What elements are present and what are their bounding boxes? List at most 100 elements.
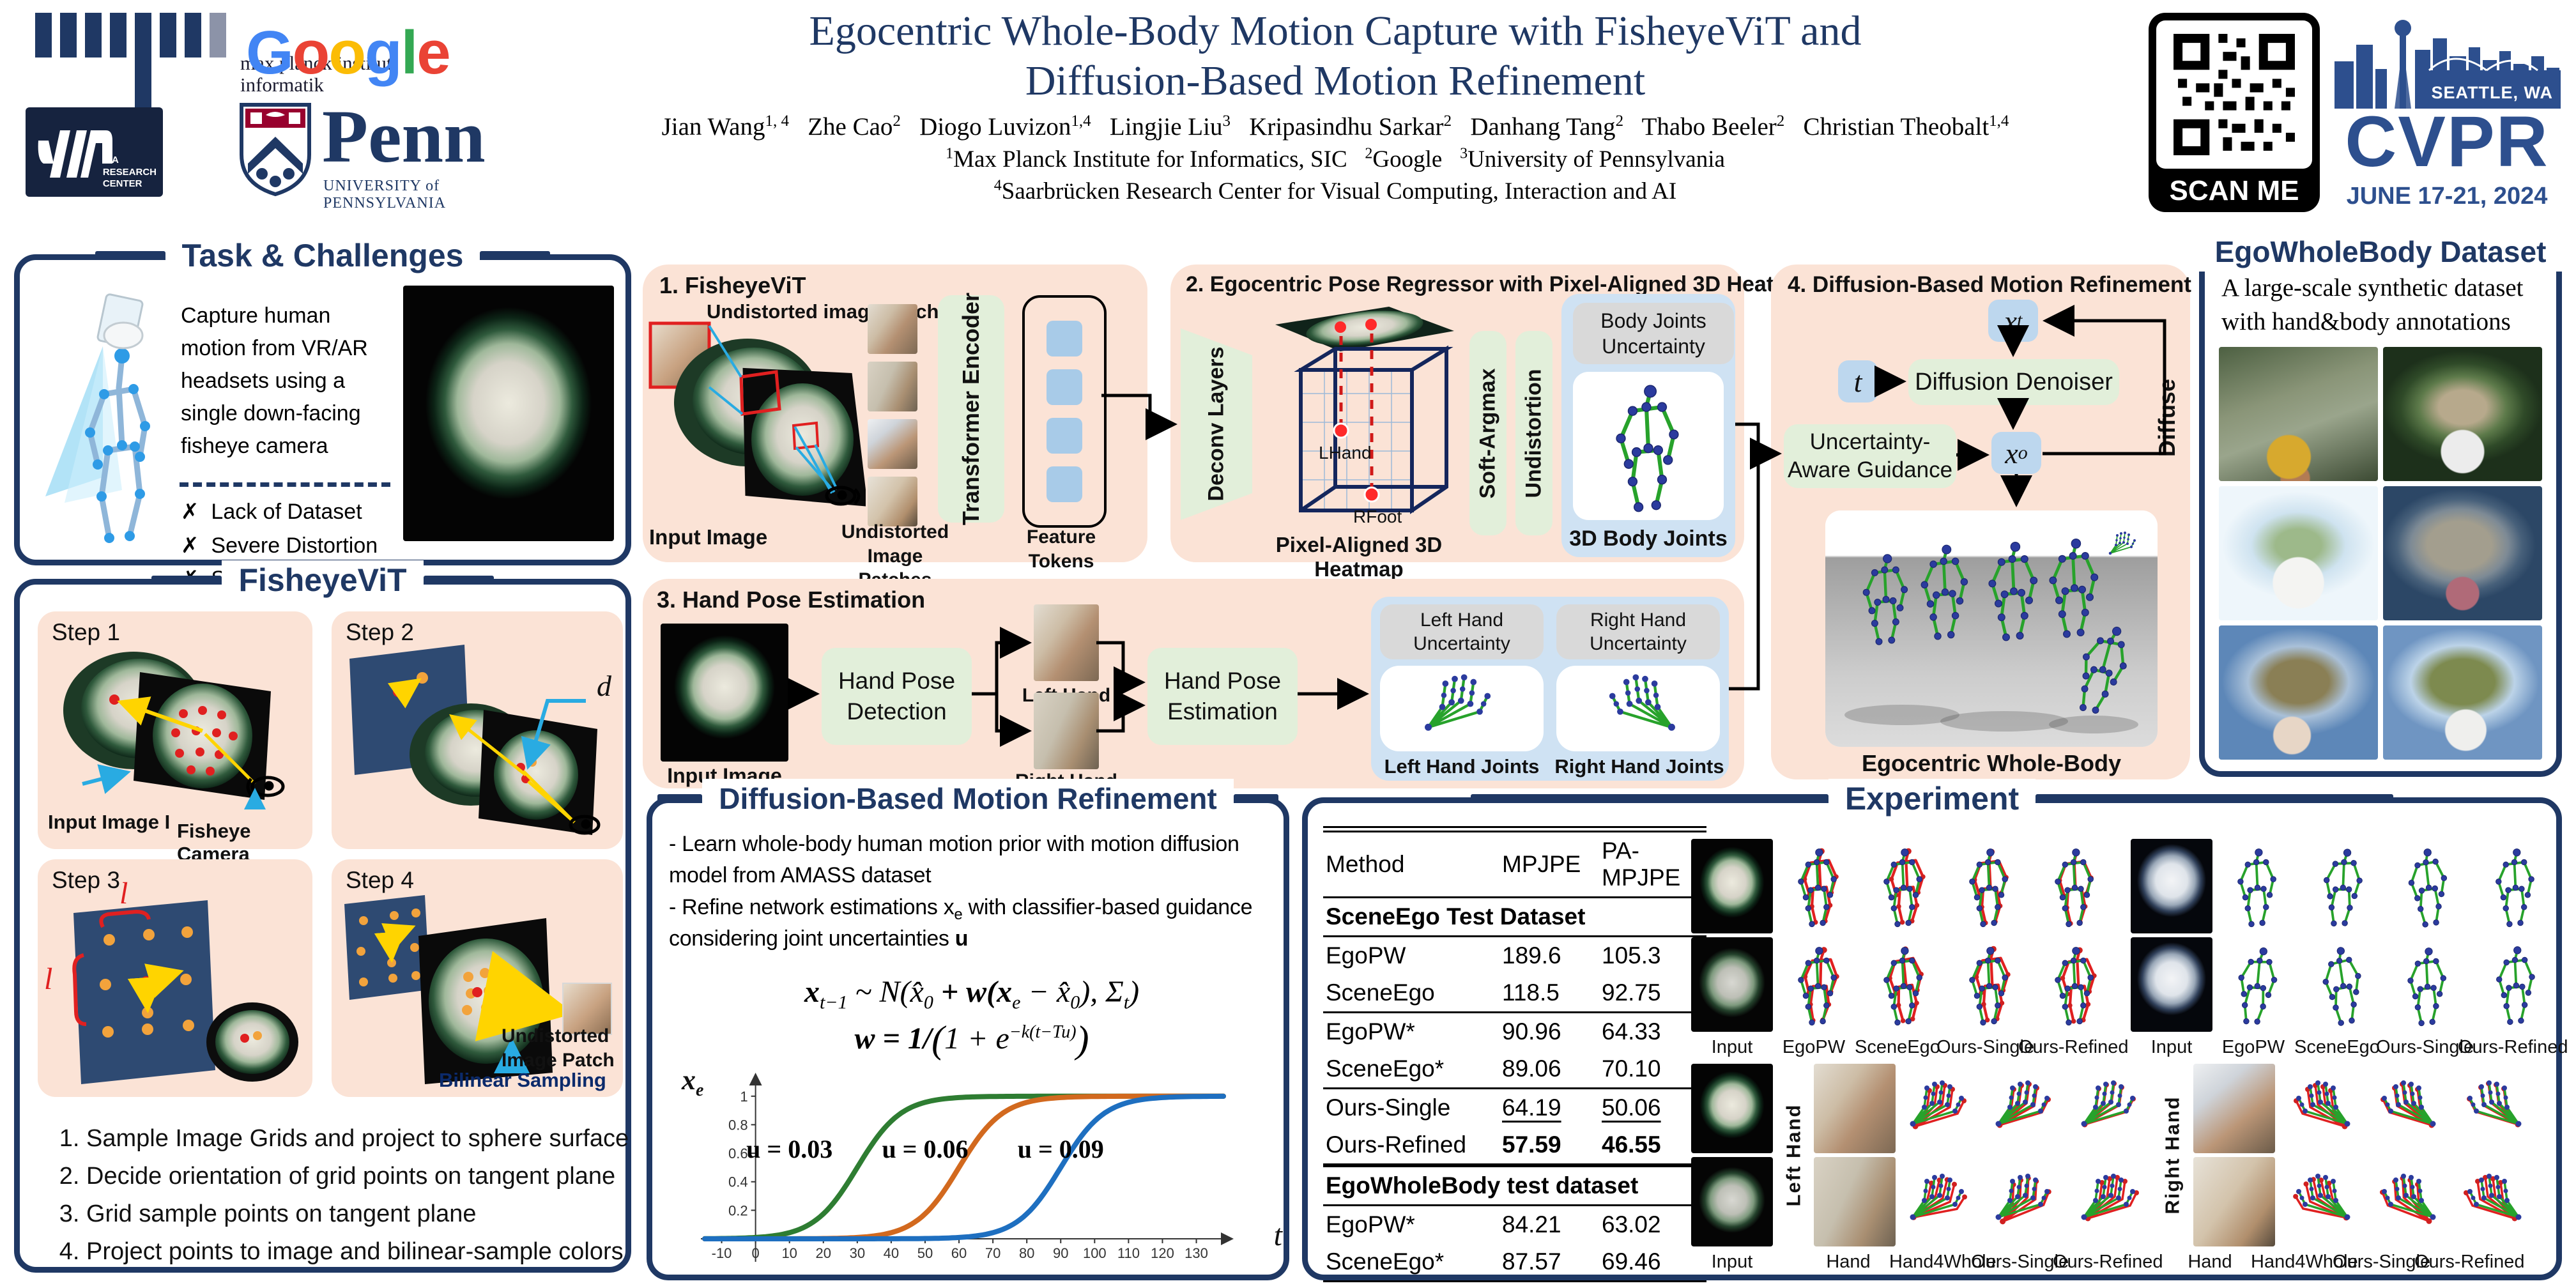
cvpr-name: CVPR	[2345, 102, 2549, 181]
hand-comparison-row: Left Hand Right Hand	[1691, 1064, 2532, 1246]
svg-text:0.2: 0.2	[728, 1202, 748, 1218]
svg-text:130: 130	[1184, 1245, 1208, 1261]
pose-result	[2302, 839, 2384, 933]
input-fisheye-image	[1691, 1064, 1773, 1153]
dataset-sample-image	[2219, 625, 2378, 760]
patch-image	[868, 304, 917, 354]
fvit-step4: Step 4	[332, 859, 623, 1097]
col-header-pampjpe: PA-MPJPE	[1599, 826, 1706, 898]
pipeline-pose-regressor-section: 2. Egocentric Pose Regressor with Pixel-…	[1170, 264, 1818, 581]
pose-result	[2302, 937, 2384, 1032]
s1-tokens-caption: Feature Tokens	[1026, 526, 1096, 572]
mpi-bars-icon	[35, 13, 226, 118]
pose-result	[2473, 937, 2555, 1032]
qr-pattern-icon	[2169, 29, 2299, 160]
body-joints-container: Body Joints Uncertainty 3D Body Joints	[1561, 294, 1735, 557]
author: Diogo Luvizon1,4	[919, 112, 1091, 141]
pose-result	[1948, 839, 2030, 933]
refinement-chart: xe t -10 0 10 20 30 40 50 60 70 80 90 100 110 120 130 0…	[664, 1064, 1282, 1267]
right-hand-grid	[2193, 1064, 2532, 1246]
right-hand-image	[1034, 693, 1099, 769]
step-label: Step 1	[52, 619, 120, 645]
pose-result	[1862, 937, 1944, 1032]
column-label: EgoPW	[2221, 1037, 2285, 1057]
transformer-encoder-box: Transformer Encoder	[938, 292, 1004, 526]
mpi-text-line1: max planck institut	[240, 52, 392, 74]
col-header-mpjpe: MPJPE	[1499, 826, 1599, 898]
qr-code: SCAN ME	[2149, 13, 2320, 212]
list-item: Grid sample points on tangent plane	[86, 1195, 648, 1233]
chart-plot-area: -10 0 10 20 30 40 50 60 70 80 90 100 110 120 130 0.2 0.4…	[701, 1073, 1234, 1262]
column-label: Ours-Single	[1971, 1252, 2069, 1272]
pipeline-fisheyevit-section: 1. FisheyeViT Undistorted image patch In…	[643, 264, 1147, 590]
left-hand-grid	[1814, 1064, 2152, 1246]
table-header-row: Method MPJPE PA-MPJPE	[1323, 826, 1706, 898]
author: Jian Wang1, 4	[661, 112, 789, 141]
title-bar	[95, 251, 165, 260]
chart-ylabel: xe	[682, 1064, 704, 1100]
uncertainty-guidance-box: Uncertainty-Aware Guidance	[1784, 424, 1956, 488]
diffusion-bullet1-cont: model from AMASS dataset	[669, 863, 931, 888]
author: Thabo Beeler2	[1641, 112, 1785, 141]
pose-result	[2388, 937, 2469, 1032]
via-text-line3: CENTER	[102, 178, 142, 190]
affiliation-line1: 1Max Planck Institute for Informatics, S…	[946, 145, 1725, 172]
body-comparison-group1	[1691, 839, 2115, 1032]
left-hand-side-label: Left Hand	[1782, 1103, 1804, 1207]
left-hand-image	[1034, 604, 1099, 681]
task-bullet: ✗ Lack of Dataset	[181, 500, 362, 524]
dataset-sample-image	[2219, 347, 2378, 481]
pose-result	[2216, 937, 2298, 1032]
motion-caption: Egocentric Whole-Body Motion	[1861, 750, 2122, 803]
right-hand-uncertainty-chip: Right Hand Uncertainty	[1556, 604, 1720, 659]
hand-crop-image	[1814, 1157, 1896, 1246]
chart-xlabel: t	[1273, 1218, 1282, 1252]
input-fisheye-image	[1691, 1157, 1773, 1246]
rfoot-label: RFoot	[1353, 507, 1402, 526]
fisheye-camera-icon	[569, 815, 601, 835]
dataset-sample-image	[2383, 486, 2542, 620]
step3-graphic	[72, 900, 298, 1084]
column-label: Ours-Single	[1936, 1037, 2035, 1057]
results-table: Method MPJPE PA-MPJPE SceneEgo Test Data…	[1323, 826, 1735, 1288]
via-text-line2: RESEARCH	[102, 166, 157, 178]
motion-render-box	[1825, 510, 2158, 747]
transformer-encoder-label: Transformer Encoder	[958, 292, 984, 526]
s3-input-label: Input Image	[667, 764, 782, 787]
dataset-desc-line1: A large-scale synthetic dataset	[2221, 274, 2524, 302]
step-label: Step 4	[346, 867, 414, 893]
list-item: Sample Image Grids and project to sphere…	[86, 1120, 648, 1158]
diffusion-bullet2: - Refine network estimations xe with cla…	[669, 894, 1253, 923]
step2-d-label: d	[597, 670, 611, 702]
formula-2: w = 1/(1 + e−k(t−Tu))	[854, 1018, 1089, 1061]
hand-result	[2450, 1064, 2532, 1153]
task-panel-title: Task & Challenges	[165, 236, 480, 275]
svg-text:u = 0.06: u = 0.06	[882, 1135, 968, 1163]
step-label: Step 3	[52, 867, 120, 893]
svg-text:20: 20	[816, 1245, 831, 1261]
list-item: Project points to image and bilinear-sam…	[86, 1233, 648, 1271]
svg-text:u = 0.03: u = 0.03	[746, 1135, 832, 1163]
svg-text:90: 90	[1053, 1245, 1068, 1261]
hand-result	[2071, 1157, 2152, 1246]
section1-label: 1. FisheyeViT	[659, 272, 806, 298]
dataset-image-grid	[2219, 347, 2542, 760]
hand-pose-estimation-box: Hand Pose Estimation	[1147, 648, 1298, 745]
right-hand-side-label: Right Hand	[2161, 1096, 2184, 1215]
s1-input-label: Input Image	[649, 525, 768, 549]
task-fisheye-image	[403, 286, 614, 541]
fvit-step1: Step 1	[38, 611, 312, 865]
pose-result	[1777, 937, 1859, 1032]
deconv-layers-label: Deconv Layers	[1204, 347, 1229, 502]
penn-shield-icon	[240, 103, 311, 197]
hand-result	[1985, 1064, 2067, 1153]
title-line1: Egocentric Whole-Body Motion Capture wit…	[809, 8, 1862, 54]
step4-graphic	[344, 895, 612, 1084]
svg-text:110: 110	[1117, 1245, 1140, 1261]
diffusion-refinement-panel: Diffusion-Based Motion Refinement - Lear…	[647, 779, 1289, 1280]
fisheyevit-panel: FisheyeViT Step 1	[14, 560, 631, 1273]
step-label: Step 2	[346, 619, 414, 645]
dataset-sample-image	[2219, 486, 2378, 620]
